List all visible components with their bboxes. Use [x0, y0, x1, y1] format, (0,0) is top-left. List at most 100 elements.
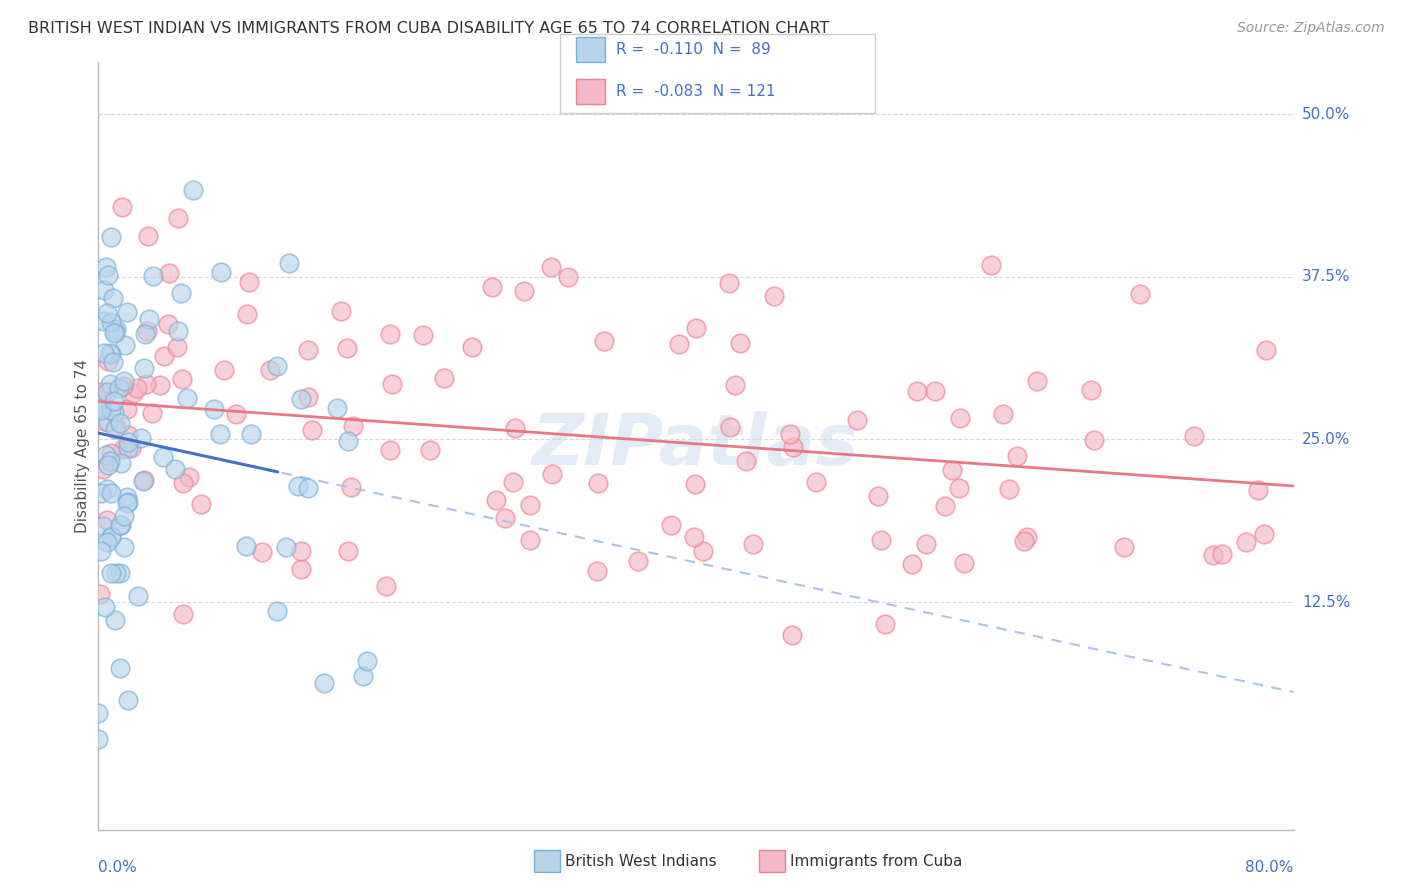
Point — [1129, 286, 1152, 301]
Point — [97, 458, 120, 473]
Point — [901, 557, 924, 571]
Point — [156, 318, 179, 332]
Point — [96, 513, 118, 527]
Point — [1026, 374, 1049, 388]
Point — [202, 401, 225, 416]
Point — [519, 533, 541, 547]
Point — [90, 392, 112, 407]
Point — [91, 314, 114, 328]
Point — [683, 530, 706, 544]
Point — [89, 401, 111, 416]
Text: 0.0%: 0.0% — [98, 860, 138, 875]
Point — [326, 401, 349, 416]
Point — [980, 258, 1002, 272]
Point — [742, 536, 765, 550]
Point — [266, 359, 288, 373]
Point — [166, 340, 188, 354]
Point — [481, 279, 503, 293]
Point — [668, 337, 690, 351]
Point — [718, 419, 741, 434]
Point — [659, 518, 682, 533]
Point — [519, 498, 541, 512]
Point — [274, 541, 297, 555]
Point — [541, 467, 564, 482]
Point — [115, 490, 138, 504]
Text: R =  -0.083  N = 121: R = -0.083 N = 121 — [616, 85, 775, 99]
Point — [120, 442, 142, 456]
Point — [103, 354, 125, 368]
Point — [110, 518, 132, 533]
Point — [685, 321, 707, 335]
Point — [290, 562, 312, 576]
Point — [934, 499, 956, 513]
Point — [593, 334, 616, 348]
Point — [586, 475, 609, 490]
Point — [190, 497, 212, 511]
Point — [97, 415, 120, 429]
Point — [461, 340, 484, 354]
Point — [90, 385, 112, 400]
Point — [108, 381, 131, 395]
Point — [112, 540, 135, 554]
Point — [105, 566, 128, 580]
Point — [91, 519, 114, 533]
Point — [225, 407, 247, 421]
Point — [105, 322, 128, 336]
Point — [290, 544, 312, 558]
Point — [114, 338, 136, 352]
Point — [110, 518, 132, 533]
Point — [941, 463, 963, 477]
Point — [103, 394, 125, 409]
Point — [728, 335, 751, 350]
Point — [177, 470, 200, 484]
Point — [87, 731, 110, 746]
Point — [134, 327, 156, 342]
Point — [104, 418, 127, 433]
Point — [352, 669, 374, 683]
Point — [336, 434, 359, 449]
Point — [1080, 383, 1102, 397]
Point — [97, 354, 120, 368]
Point — [96, 384, 118, 399]
Point — [949, 411, 972, 425]
Point — [342, 419, 364, 434]
Point — [138, 312, 160, 326]
Point — [96, 448, 118, 462]
Point — [1012, 533, 1035, 548]
Point — [905, 384, 928, 399]
Point — [381, 376, 404, 391]
Point — [117, 441, 139, 455]
Point — [108, 566, 131, 580]
Point — [1254, 343, 1277, 357]
Point — [100, 347, 122, 361]
Point — [301, 423, 323, 437]
Y-axis label: Disability Age 65 to 74: Disability Age 65 to 74 — [75, 359, 90, 533]
Point — [111, 200, 134, 214]
Point — [513, 284, 536, 298]
Point — [87, 706, 110, 720]
Point — [235, 539, 257, 553]
Point — [540, 260, 562, 274]
Point — [1112, 540, 1135, 554]
Point — [132, 361, 155, 376]
Point — [1182, 429, 1205, 443]
Point — [433, 371, 456, 385]
Point — [117, 692, 139, 706]
Point — [90, 403, 112, 417]
Point — [149, 378, 172, 392]
Point — [100, 403, 122, 417]
Point — [125, 382, 148, 396]
Point — [1202, 548, 1225, 562]
Point — [166, 211, 188, 226]
Text: 80.0%: 80.0% — [1246, 860, 1294, 875]
Point — [779, 426, 801, 441]
Point — [485, 492, 508, 507]
Point — [96, 534, 118, 549]
Point — [991, 407, 1014, 421]
Point — [172, 476, 194, 491]
Point — [238, 275, 260, 289]
Point — [112, 374, 135, 388]
Point — [503, 421, 526, 435]
Text: 37.5%: 37.5% — [1302, 269, 1350, 285]
Point — [330, 303, 353, 318]
